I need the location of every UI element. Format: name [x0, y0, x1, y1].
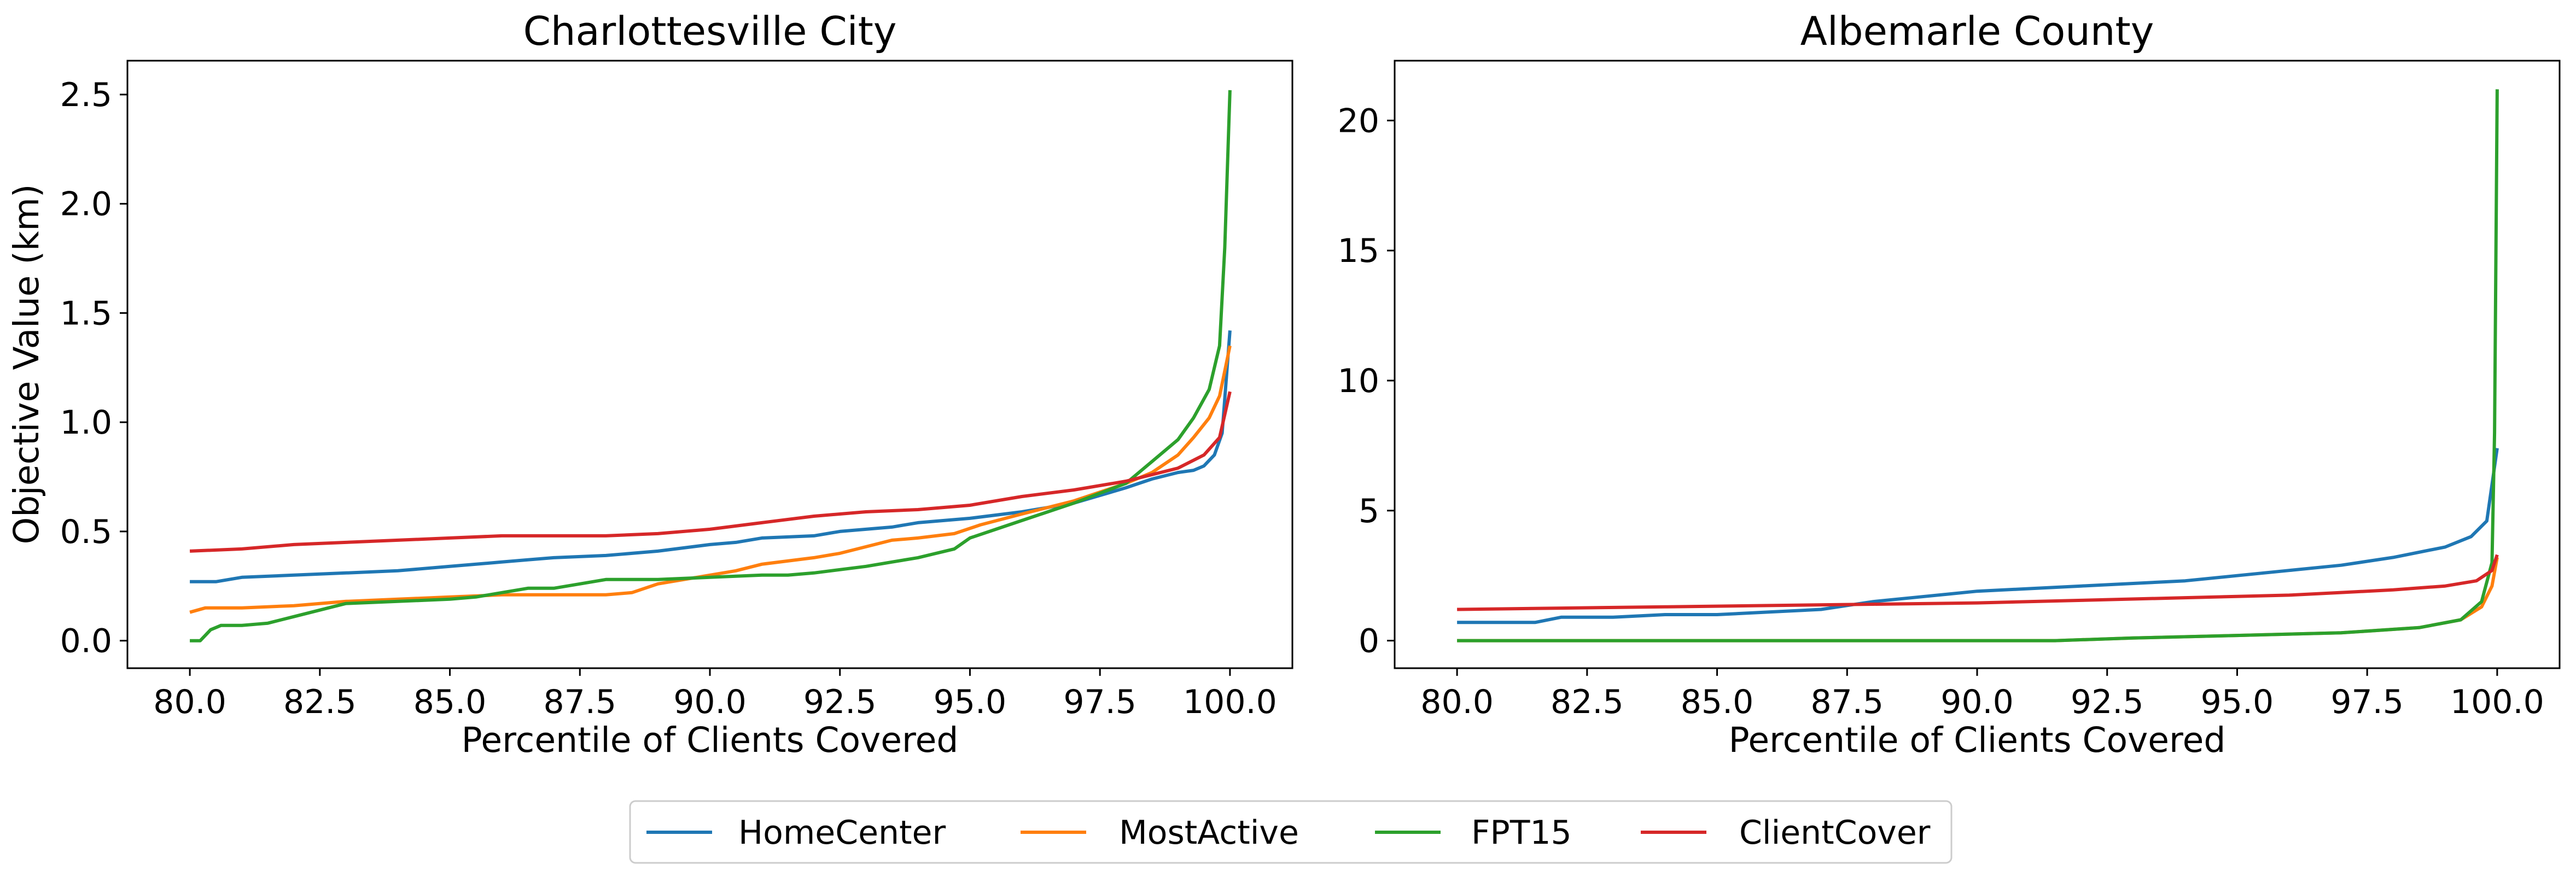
y-tick-label: 5 [1359, 492, 1379, 530]
x-axis-label: Percentile of Clients Covered [462, 720, 959, 760]
series-line-homecenter [1457, 448, 2499, 624]
legend-label: ClientCover [1739, 814, 1931, 852]
x-tick-label: 87.5 [1810, 683, 1884, 721]
y-tick-label: 20 [1338, 102, 1379, 140]
series-layer [189, 90, 1232, 642]
series-line-clientcover [1457, 554, 2499, 611]
series-line-homecenter [190, 330, 1232, 583]
y-tick-label: 1.0 [60, 404, 112, 442]
x-axis-label: Percentile of Clients Covered [1729, 720, 2226, 760]
x-tick-label: 87.5 [543, 683, 616, 721]
y-tick-label: 2.5 [60, 76, 112, 114]
tick-layer: 80.0 82.5 85.0 87.5 90.0 92.5 95.0 97.5 100.0 0 5 1… [1338, 102, 2544, 721]
y-tick-label: 0.0 [60, 622, 112, 661]
x-tick-label: 95.0 [2201, 683, 2274, 721]
legend-label: MostActive [1119, 814, 1299, 852]
y-tick-label: 2.0 [60, 185, 112, 224]
x-tick-label: 100.0 [2450, 683, 2544, 721]
x-tick-label: 100.0 [1183, 683, 1277, 721]
chart-panel-charlottesville-city: 80.0 82.5 85.0 87.5 90.0 92.5 95.0 97.5 100.0 0.0… [7, 8, 1293, 760]
legend-entry-fpt15: FPT15 [1375, 814, 1572, 852]
x-tick-label: 82.5 [1551, 683, 1624, 721]
legend-entry-clientcover: ClientCover [1641, 814, 1931, 852]
legend-entry-mostactive: MostActive [1021, 814, 1299, 852]
x-tick-label: 95.0 [934, 683, 1007, 721]
y-tick-label: 1.5 [60, 294, 112, 332]
legend-label: HomeCenter [738, 814, 946, 852]
legend: HomeCenter MostActive FPT15 ClientCover [629, 800, 1953, 864]
x-tick-label: 97.5 [2330, 683, 2404, 721]
x-tick-label: 85.0 [413, 683, 487, 721]
series-line-fpt15 [1457, 89, 2499, 642]
chart-title: Charlottesville City [523, 8, 897, 54]
y-tick-label: 0 [1359, 622, 1379, 661]
legend-entry-homecenter: HomeCenter [646, 814, 946, 852]
tick-layer: 80.0 82.5 85.0 87.5 90.0 92.5 95.0 97.5 100.0 0.0… [60, 76, 1277, 721]
x-tick-label: 92.5 [803, 683, 877, 721]
chart-panel-albemarle-county: 80.0 82.5 85.0 87.5 90.0 92.5 95.0 97.5 100.0 0 5 1… [1338, 8, 2561, 760]
x-tick-label: 90.0 [1940, 683, 2014, 721]
x-tick-label: 80.0 [1420, 683, 1494, 721]
y-tick-label: 0.5 [60, 513, 112, 551]
series-line-fpt15 [190, 90, 1232, 642]
x-tick-label: 92.5 [2071, 683, 2144, 721]
x-tick-label: 82.5 [283, 683, 357, 721]
x-tick-label: 85.0 [1681, 683, 1754, 721]
series-layer [1457, 89, 2499, 642]
x-tick-label: 97.5 [1063, 683, 1137, 721]
y-axis-label: Objective Value (km) [7, 184, 46, 545]
legend-frame [629, 800, 1953, 864]
y-tick-label: 10 [1338, 362, 1379, 400]
y-tick-label: 15 [1338, 232, 1379, 270]
chart-title: Albemarle County [1800, 8, 2154, 54]
legend-label: FPT15 [1471, 814, 1572, 852]
x-tick-label: 90.0 [673, 683, 747, 721]
x-tick-label: 80.0 [153, 683, 226, 721]
series-line-clientcover [189, 391, 1232, 553]
